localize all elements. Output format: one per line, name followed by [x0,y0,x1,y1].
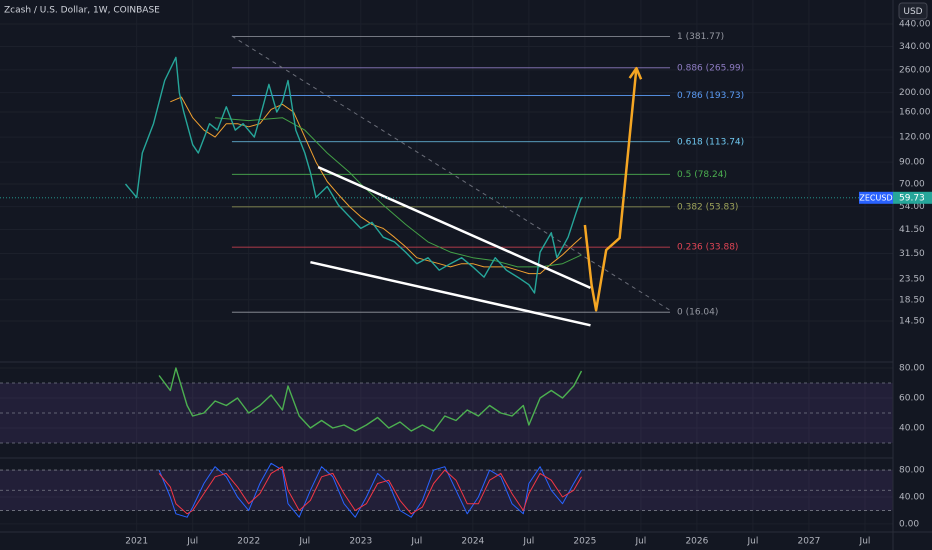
y-tick-label: 80.00 [899,466,925,476]
x-tick-label: Jul [410,537,422,547]
y-tick-label: 260.00 [899,65,931,75]
y-tick-label: 200.00 [899,88,931,98]
y-tick-label: 0.00 [899,519,919,529]
trendline [317,165,592,290]
oscillator-line [158,466,582,515]
x-tick-label: 2027 [798,537,821,547]
currency-label[interactable]: USD [903,7,922,17]
x-tick-label: 2022 [237,537,260,547]
moving-average [215,117,582,268]
header-title: Zcash / U.S. Dollar, 1W, COINBASE [4,6,160,16]
y-tick-label: 160.00 [899,108,931,118]
price-line [158,367,583,432]
x-tick-label: Jul [634,537,646,547]
y-tick-label: 54.00 [899,202,925,212]
x-tick-label: 2023 [349,537,372,547]
dashed-line [231,35,671,311]
axes: 2021 Jul 2022 Jul 2023 Jul 2024 Jul 2025 Jul 2026 J… [125,20,932,547]
y-tick-label: 14.50 [899,316,925,326]
y-tick-label: 80.00 [899,364,925,374]
fib-label: 0 (16.04) [677,308,718,318]
price-label: 59.73 [899,193,925,203]
x-tick-label: 2024 [461,537,484,547]
y-tick-label: 41.50 [899,225,925,235]
y-tick-label: 70.00 [899,179,925,189]
x-tick-label: 2021 [125,537,148,547]
y-tick-label: 31.50 [899,249,925,259]
y-tick-label: 40.00 [899,424,925,434]
projection-arrowhead [628,66,643,80]
fib-label: 0.382 (53.83) [677,202,738,212]
x-tick-label: Jul [522,537,534,547]
y-tick-label: 120.00 [899,133,931,143]
trendline [310,260,591,327]
currency-button[interactable] [898,2,928,20]
y-tick-label: 40.00 [899,493,925,503]
y-tick-label: 340.00 [899,42,931,52]
x-tick-label: Jul [186,537,198,547]
x-tick-label: Jul [747,537,759,547]
projection-path [583,68,638,312]
price-tag [893,191,932,204]
fib-label: 1 (381.77) [677,32,724,42]
symbol-tag [859,191,893,204]
x-tick-label: 2026 [685,537,708,547]
fib-label: 0.236 (33.88) [677,243,738,253]
moving-average [170,96,582,275]
y-tick-label: 90.00 [899,158,925,168]
fib-label: 0.886 (265.99) [677,63,744,73]
x-tick-label: 2025 [573,537,596,547]
y-tick-label: 440.00 [899,20,931,30]
grid [0,382,893,511]
fib-label: 0.786 (193.73) [677,91,744,101]
y-tick-label: 23.50 [899,274,925,284]
price-line [124,56,583,294]
fib-label: 0.618 (113.74) [677,137,744,147]
fib-label: 0.5 (78.24) [677,170,727,180]
x-tick-label: Jul [298,537,310,547]
symbol-label: ZECUSD [859,193,892,202]
x-tick-label: Jul [859,537,871,547]
oscillator-line [158,462,582,518]
plot: 1 (381.77) 0.886 (265.99) 0.786 (193.73) 0.… [0,32,893,518]
y-tick-label: 60.00 [899,394,925,404]
y-tick-label: 18.50 [899,295,925,305]
